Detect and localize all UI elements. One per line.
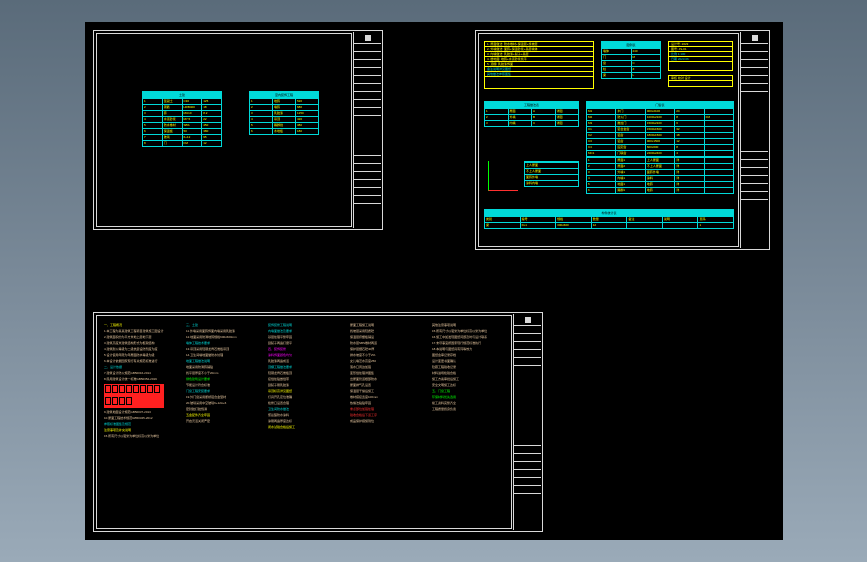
red-table-block (104, 384, 164, 408)
sheet1-table2: 室内装饰工程 1地砖520 2墙砖680 3乳胶漆1250 4吊顶420 5踢脚… (249, 91, 319, 135)
north-arrow (488, 161, 518, 191)
sheet2-table-legend: 1屋面1上人屋面详 2屋面2不上人屋面详 3外墙1面砖外墙详 4内墙1涂料详 5… (586, 156, 734, 194)
sheet-2[interactable]: 1. 屋面做法: 防水卷材+保温层+找坡层 2. 外墙做法: 面砖+保温砂浆+基… (475, 30, 770, 250)
notes-col-1: 一、工程概况 1.本工程为某某建筑工程项目建筑施工图设计 2.建筑面积约为平方米… (104, 323, 179, 523)
titleblock-2 (740, 32, 768, 248)
sheet2-table-small: 上人屋面 不上人屋面 面砖外墙 涂料内墙 (524, 161, 579, 187)
sheet2-yellowbox1: 1. 屋面做法: 防水卷材+保温层+找坡层 2. 外墙做法: 面砖+保温砂浆+基… (484, 41, 594, 89)
sheet-3[interactable]: 一、工程概况 1.本工程为某某建筑工程项目建筑施工图设计 2.建筑面积约为平方米… (93, 312, 543, 532)
notes-col-4: 屋面工程施工说明 找坡层采用轻质砼 保温层挤塑板铺设 防水层SBS卷材两道 保护… (350, 323, 425, 523)
titleblock-1 (353, 32, 381, 228)
sheet2-yellowbox3: 审核 校对 设计 (668, 75, 733, 87)
sheet2-yellowbox2: 设计号: 2023 图号: JS-01 比例 1:100 日期 2023.06 (668, 41, 733, 71)
sheet2-table-mid-left: 工程做法表 1屋面A详图 2外墙B详图 3内墙C详图 (484, 101, 579, 127)
sheet1-table1: 土建 1混凝土C30125 2钢筋HRB40018 3砖MU108.2 4水泥砂… (142, 91, 222, 147)
sheet-1[interactable]: 土建 1混凝土C30125 2钢筋HRB40018 3砖MU108.2 4水泥砂… (93, 30, 383, 230)
notes-col-2: 三、土建 11.外墙采用面砖饰面内墙采用乳胶漆 12.地面采用防滑地砖规格600… (186, 323, 261, 523)
titleblock-3 (513, 314, 541, 530)
cad-canvas[interactable]: 土建 1混凝土C30125 2钢筋HRB40018 3砖MU108.2 4水泥砂… (85, 22, 783, 540)
notes-col-5: 其他注意事项说明 15.所有尺寸以毫米为单位标高以米为单位 16.施工中如发现图… (432, 323, 507, 523)
sheet2-table-top: 图例表 墙体240 门M 窗C 柱Z 梁L (601, 41, 661, 79)
sheet2-table-main: 门窗表 M1木门900x210024 M2防火门1000x21008FM M3推… (586, 101, 734, 157)
notes-col-3: 装饰装修工程说明 内墙面做法及要求 基层处理平整牢固 刮腻子两遍打磨平 四、装饰… (268, 323, 343, 523)
sheet2-schedule: 构件统计表 类别 编号 规格 数量 备注 说明 页码 梁KL1300x600 1… (484, 209, 734, 229)
